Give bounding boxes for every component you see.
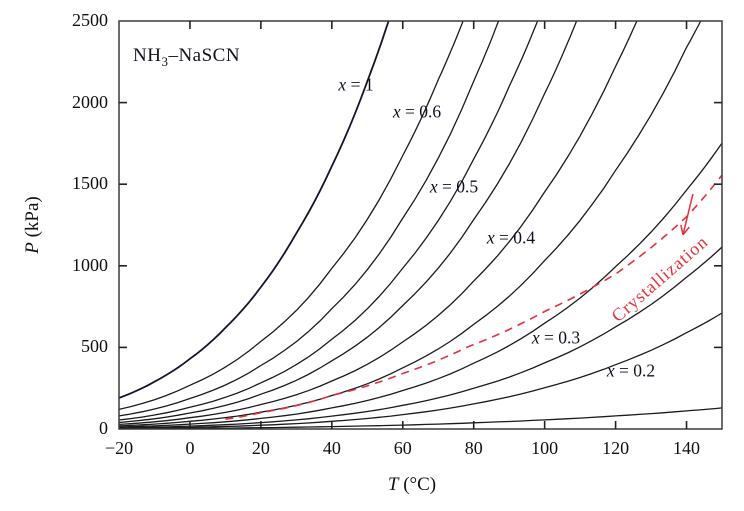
curve-label-value: = 1: [346, 74, 374, 95]
y-tick-label-0: 0: [99, 418, 108, 438]
x-tick-label-60: 60: [393, 438, 412, 458]
curve-label-variable: x: [531, 327, 540, 348]
curve-label-variable: x: [429, 176, 438, 197]
crystallization-arrow: [680, 193, 694, 236]
x-tick-label-80: 80: [464, 438, 483, 458]
curve-label-x=0.6: x = 0.6: [393, 102, 441, 123]
curve-label-value: = 0.3: [539, 327, 581, 348]
isostere-curve-x=0.3: [118, 142, 723, 428]
y-tick-label-2000: 2000: [72, 91, 108, 112]
curve-label-value: = 0.6: [400, 101, 442, 122]
subscript-3: 3: [161, 53, 169, 69]
curve-label-value: = 0.2: [614, 360, 656, 381]
curve-label-x=0.2: x = 0.2: [607, 361, 655, 382]
x-tick-label-20: 20: [251, 438, 270, 458]
isostere-curve-curve-3: [118, 20, 500, 417]
y-axis-title: P (kPa): [22, 196, 43, 254]
curve-label-x=1: x = 1: [338, 75, 373, 96]
x-axis-title: T (°C): [387, 474, 437, 495]
plot-border: [118, 20, 723, 430]
isostere-curve-x=0.6: [118, 20, 464, 411]
curve-label-variable: x: [338, 74, 347, 95]
isostere-curve-x=0.5: [118, 20, 539, 421]
isostere-curve-curve-7: [118, 20, 702, 427]
curve-label-x=0.3: x = 0.3: [532, 328, 580, 349]
isostere-curve-x=1: [118, 20, 390, 399]
x-tick-label--20: −20: [104, 438, 134, 458]
isostere-curve-curve-5: [118, 20, 578, 424]
x-tick-label-40: 40: [322, 438, 341, 458]
x-tick-label-140: 140: [673, 438, 701, 458]
x-tick-label-0: 0: [185, 438, 195, 458]
y-tick-label-1500: 1500: [72, 173, 108, 194]
curve-label-value: = 0.4: [494, 227, 536, 248]
curves-group: [118, 20, 723, 430]
system-label: NH3–NaSCN: [133, 45, 241, 69]
x-tick-label-100: 100: [531, 438, 559, 458]
x-tick-label-120: 120: [602, 438, 630, 458]
curve-label-variable: x: [606, 360, 615, 381]
curve-label-x=0.4: x = 0.4: [487, 228, 535, 249]
curve-label-value: = 0.5: [437, 176, 479, 197]
y-tick-label-500: 500: [81, 336, 108, 357]
curve-label-x=0.5: x = 0.5: [430, 177, 478, 198]
y-tick-label-2500: 2500: [72, 10, 108, 30]
isostere-curve-curve-9: [118, 246, 723, 429]
isostere-curve-x=0.4: [118, 20, 638, 426]
curve-label-variable: x: [392, 101, 401, 122]
crystallization-dashed-line: [225, 174, 723, 420]
y-tick-label-1000: 1000: [72, 254, 108, 275]
isostere-curve-x=0.2: [118, 312, 723, 429]
curve-label-variable: x: [486, 227, 495, 248]
isostere-curve-curve-11: [118, 407, 723, 430]
